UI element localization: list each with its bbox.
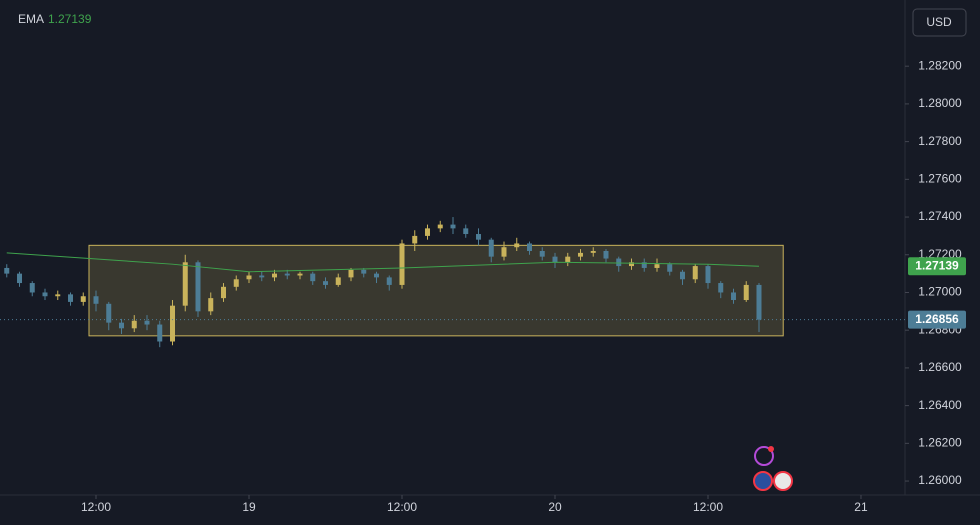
candle-body bbox=[412, 235, 418, 244]
y-tick-label: 1.26400 bbox=[918, 398, 962, 412]
candle-body bbox=[80, 296, 86, 302]
last-price-label: 1.26856 bbox=[915, 312, 959, 326]
candle-body bbox=[208, 298, 214, 312]
candle-body bbox=[399, 243, 405, 285]
candle-body bbox=[488, 239, 494, 257]
candle-body bbox=[679, 271, 685, 280]
candle-body bbox=[93, 296, 99, 304]
candle-body bbox=[424, 228, 430, 236]
candle-body bbox=[322, 281, 328, 285]
candle-body bbox=[692, 266, 698, 280]
candle-body bbox=[386, 277, 392, 285]
y-tick-label: 1.27000 bbox=[918, 285, 962, 299]
flag-gb[interactable] bbox=[753, 471, 773, 491]
ema-price-badge bbox=[908, 257, 966, 276]
candle-body bbox=[106, 303, 112, 323]
candle-body bbox=[730, 292, 736, 301]
candle-body bbox=[246, 275, 252, 280]
candle-body bbox=[55, 294, 61, 297]
candle-body bbox=[361, 269, 367, 274]
candle-body bbox=[603, 250, 609, 259]
candle-body bbox=[450, 224, 456, 229]
candle-body bbox=[641, 262, 647, 268]
ema-line bbox=[6, 252, 760, 273]
y-tick-label: 1.26600 bbox=[918, 360, 962, 374]
y-tick-label: 1.27800 bbox=[918, 134, 962, 148]
currency-label[interactable]: USD bbox=[926, 15, 952, 29]
candle-body bbox=[68, 294, 74, 302]
candle-body bbox=[526, 243, 532, 251]
x-tick-label: 21 bbox=[854, 500, 868, 514]
candle-body bbox=[705, 266, 711, 284]
x-tick-label: 19 bbox=[242, 500, 256, 514]
indicator-value: 1.27139 bbox=[48, 12, 92, 26]
candle-body bbox=[373, 273, 379, 278]
y-tick-label: 1.27400 bbox=[918, 209, 962, 223]
y-tick-label: 1.27600 bbox=[918, 172, 962, 186]
currency-button[interactable] bbox=[912, 8, 967, 37]
candle-body bbox=[463, 228, 469, 235]
x-tick-label: 12:00 bbox=[387, 500, 417, 514]
candle-body bbox=[539, 250, 545, 257]
x-tick-label: 12:00 bbox=[81, 500, 111, 514]
candle-body bbox=[119, 322, 125, 329]
candle-body bbox=[221, 286, 227, 299]
candle-body bbox=[297, 273, 303, 276]
candle-body bbox=[565, 256, 571, 263]
candle-body bbox=[667, 264, 673, 272]
candle-body bbox=[42, 292, 48, 297]
candle-body bbox=[4, 267, 10, 274]
y-tick-label: 1.26200 bbox=[918, 436, 962, 450]
range-box bbox=[88, 244, 784, 337]
x-tick-label: 20 bbox=[548, 500, 562, 514]
last-price-badge bbox=[908, 310, 966, 329]
candle-body bbox=[514, 243, 520, 248]
indicator-name: EMA bbox=[18, 12, 44, 26]
x-tick-label: 12:00 bbox=[693, 500, 723, 514]
candle-body bbox=[157, 324, 163, 342]
candle-body bbox=[233, 279, 239, 287]
candle-body bbox=[259, 275, 265, 278]
candle-body bbox=[284, 273, 290, 276]
candle-body bbox=[348, 269, 354, 278]
candle-body bbox=[501, 247, 507, 257]
candle-body bbox=[552, 256, 558, 263]
candle-body bbox=[743, 284, 749, 301]
candle-body bbox=[310, 273, 316, 282]
flag-us[interactable] bbox=[773, 471, 793, 491]
candle-body bbox=[756, 284, 762, 320]
candle-body bbox=[616, 258, 622, 267]
candle-body bbox=[131, 320, 137, 329]
candle-body bbox=[718, 283, 724, 293]
candle-body bbox=[654, 264, 660, 268]
y-tick-label: 1.28200 bbox=[918, 58, 962, 72]
ema-price-label: 1.27139 bbox=[915, 258, 959, 272]
event-icon[interactable] bbox=[754, 446, 774, 466]
candle-body bbox=[475, 234, 481, 240]
candle-body bbox=[144, 320, 150, 325]
y-tick-label: 1.28000 bbox=[918, 96, 962, 110]
candle-body bbox=[628, 262, 634, 267]
y-tick-label: 1.26000 bbox=[918, 473, 962, 487]
candle-body bbox=[182, 262, 188, 306]
candle-body bbox=[170, 305, 176, 342]
candle-body bbox=[17, 273, 23, 284]
candle-body bbox=[590, 250, 596, 253]
candle-body bbox=[437, 224, 443, 229]
candle-body bbox=[577, 252, 583, 257]
candle-body bbox=[272, 273, 278, 278]
candle-body bbox=[29, 283, 35, 293]
candle-body bbox=[335, 277, 341, 285]
candle-body bbox=[195, 262, 201, 312]
event-dot bbox=[768, 446, 774, 452]
